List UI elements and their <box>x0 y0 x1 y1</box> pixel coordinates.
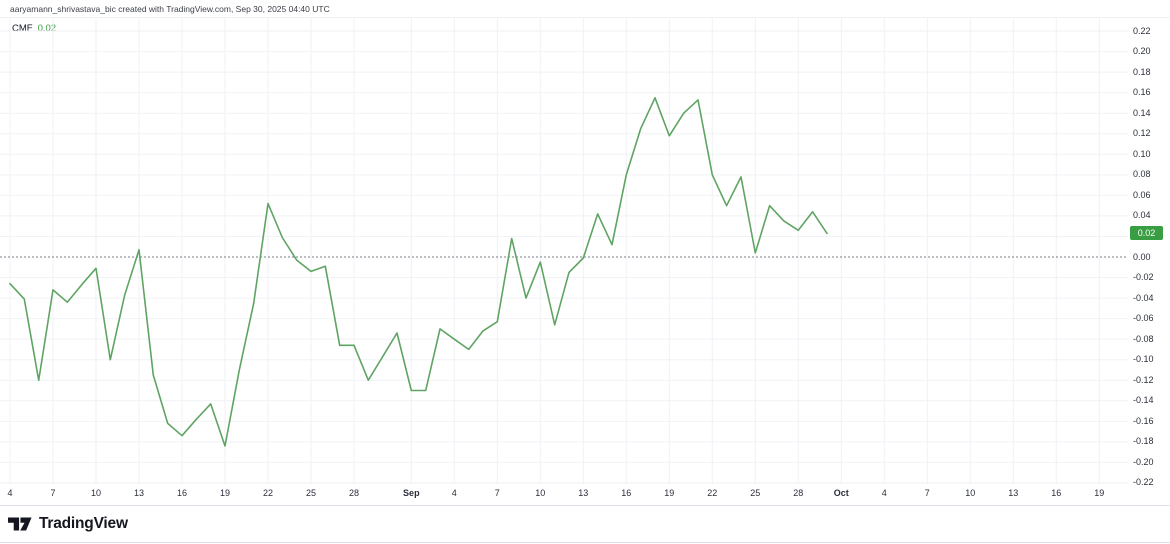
y-axis-label: -0.18 <box>1133 436 1154 447</box>
tradingview-brand[interactable]: TradingView <box>8 515 128 533</box>
y-axis-label: 0.20 <box>1133 46 1151 57</box>
indicator-legend[interactable]: CMF 0.02 <box>12 23 56 34</box>
x-axis-label: 16 <box>621 488 632 498</box>
last-value-badge: 0.02 <box>1130 226 1163 241</box>
x-axis-label: 13 <box>578 488 589 498</box>
x-axis-label: 19 <box>219 488 230 498</box>
footer-divider <box>0 505 1170 506</box>
x-axis-label: 28 <box>348 488 359 498</box>
cmf-line-chart <box>0 18 1128 484</box>
x-axis-label: 25 <box>750 488 761 498</box>
x-axis-label: 4 <box>7 488 13 498</box>
y-axis-label: 0.16 <box>1133 87 1151 98</box>
y-axis-label: 0.08 <box>1133 169 1151 180</box>
x-axis-label: 22 <box>707 488 718 498</box>
price-scale[interactable]: 0.22 0.20 0.18 0.16 0.14 0.12 0.10 0.08 0.06 0.04… <box>1133 0 1169 507</box>
y-axis-label: -0.10 <box>1133 354 1154 365</box>
time-scale[interactable]: 4 7 10 13 16 19 22 25 28 Sep 4 7 10 13 16 19 22 25 28 Oct 4 7… <box>0 488 1130 504</box>
x-axis-label: 25 <box>305 488 316 498</box>
y-axis-label: -0.14 <box>1133 395 1154 406</box>
x-axis-label: 7 <box>494 488 500 498</box>
x-axis-label: 10 <box>90 488 101 498</box>
x-axis-label: 28 <box>793 488 804 498</box>
x-axis-label: 13 <box>1008 488 1019 498</box>
y-axis-label: 0.10 <box>1133 148 1151 159</box>
x-axis-label: 19 <box>664 488 675 498</box>
y-axis-label: 0.04 <box>1133 210 1151 221</box>
bottom-edge <box>0 542 1170 543</box>
title-divider <box>0 17 1170 18</box>
y-axis-label: -0.04 <box>1133 292 1154 303</box>
x-axis-label: 16 <box>176 488 187 498</box>
indicator-value: 0.02 <box>37 23 57 34</box>
x-axis-label: 19 <box>1094 488 1105 498</box>
x-axis-label: 7 <box>924 488 930 498</box>
y-axis-label: 0.14 <box>1133 107 1151 118</box>
x-axis-label: 4 <box>451 488 457 498</box>
x-axis-label: 16 <box>1051 488 1062 498</box>
y-axis-label: -0.06 <box>1133 313 1154 324</box>
x-axis-label: 7 <box>50 488 56 498</box>
tradingview-logo-icon <box>8 517 32 531</box>
y-axis-label: 0.00 <box>1133 251 1151 262</box>
x-axis-label: 22 <box>262 488 273 498</box>
x-axis-label: 10 <box>965 488 976 498</box>
y-axis-label: -0.12 <box>1133 374 1154 385</box>
y-axis-label: -0.16 <box>1133 415 1154 426</box>
y-axis-label: -0.08 <box>1133 333 1154 344</box>
x-axis-label: Oct <box>833 488 849 498</box>
cmf-series-line <box>9 97 828 447</box>
x-axis-label: 4 <box>881 488 887 498</box>
cmf-chart-plot[interactable] <box>0 0 1130 507</box>
y-axis-label: -0.20 <box>1133 456 1154 467</box>
attribution-text: aaryamann_shrivastava_bic created with T… <box>10 4 330 14</box>
y-axis-label: -0.02 <box>1133 272 1154 283</box>
y-axis-label: 0.12 <box>1133 128 1151 139</box>
x-axis-label: 13 <box>133 488 144 498</box>
x-axis-label: Sep <box>403 488 420 498</box>
x-axis-label: 10 <box>535 488 546 498</box>
indicator-name: CMF <box>12 23 33 34</box>
brand-name: TradingView <box>39 515 128 532</box>
y-axis-label: 0.18 <box>1133 66 1151 77</box>
y-axis-label: 0.22 <box>1133 25 1151 36</box>
y-axis-label: -0.22 <box>1133 477 1154 488</box>
footer: TradingView <box>0 506 1170 543</box>
y-axis-label: 0.06 <box>1133 189 1151 200</box>
